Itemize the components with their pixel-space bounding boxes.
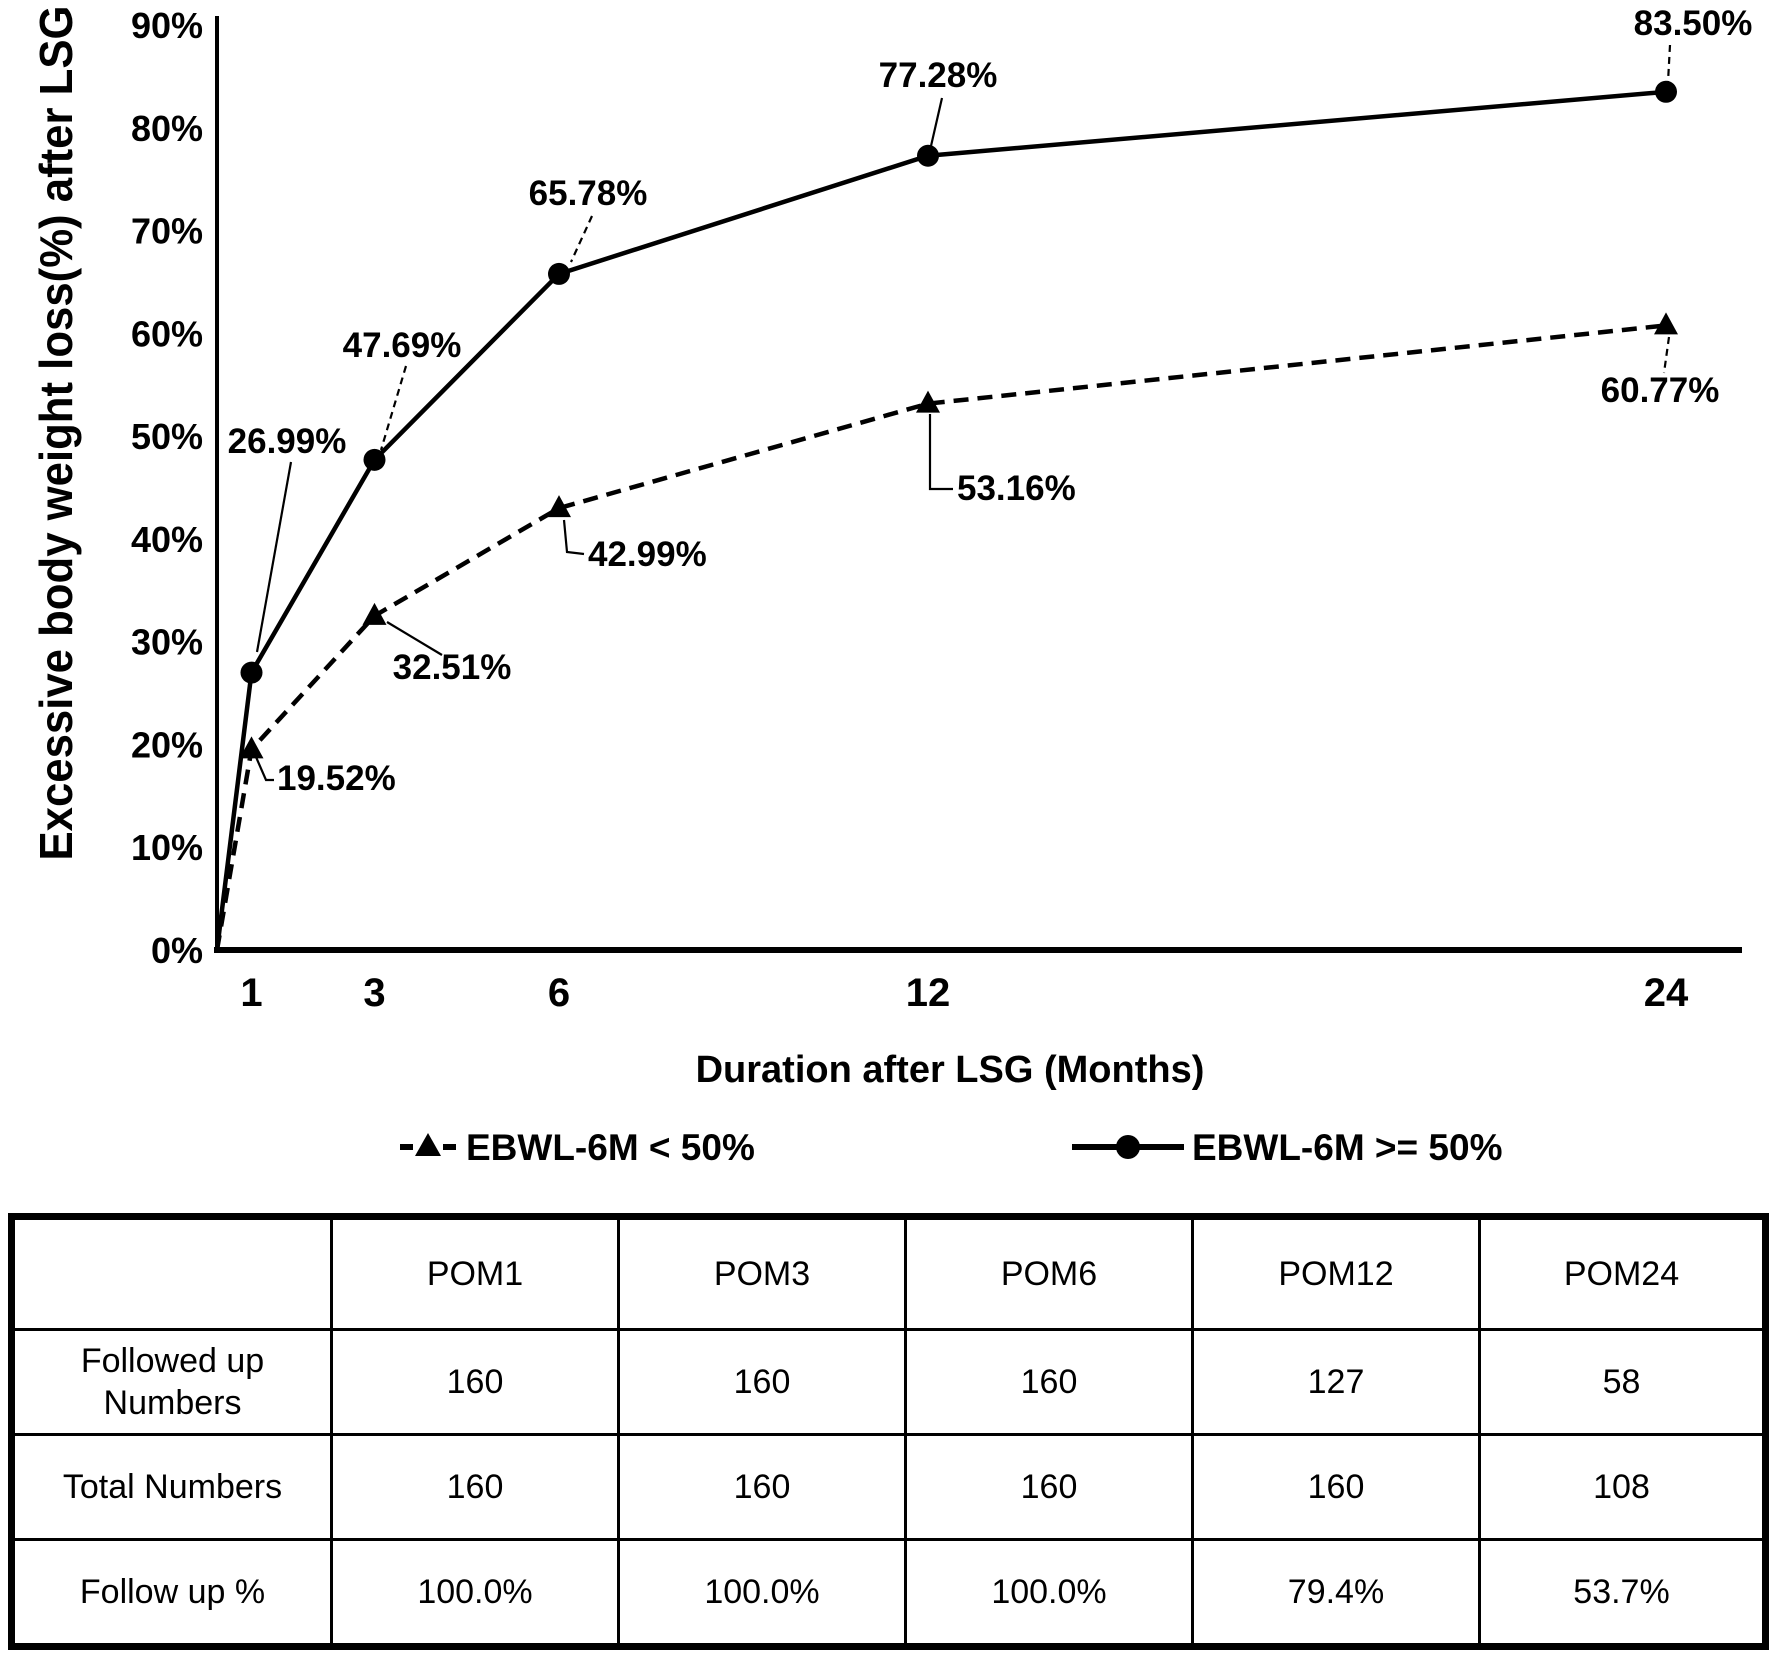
leader-line — [1666, 44, 1672, 83]
data-point-label: 77.28% — [879, 56, 998, 95]
table-cell: 100.0% — [904, 1538, 1194, 1648]
triangle-marker-icon — [362, 602, 387, 625]
table-header-cell: POM3 — [617, 1215, 907, 1331]
y-tick-label: 90% — [131, 5, 203, 46]
table-cell: 160 — [330, 1433, 620, 1541]
table-row: Total Numbers 160 160 160 160 108 — [10, 1433, 1767, 1541]
table-cell: 53.7% — [1478, 1538, 1767, 1648]
table-row-label: Follow up % — [10, 1538, 333, 1648]
data-point-label: 47.69% — [343, 326, 462, 365]
data-point-labels: 19.52% 32.51% 42.99% 53.16% 60.77% 26.99% 47.6… — [228, 4, 1753, 798]
data-point-label: 60.77% — [1601, 371, 1720, 410]
table-cell: 160 — [617, 1328, 907, 1436]
table-row: Follow up % 100.0% 100.0% 100.0% 79.4% 5… — [10, 1538, 1767, 1648]
series-ebwl-ge50-line — [214, 89, 1667, 951]
triangle-marker-icon — [1654, 312, 1678, 335]
data-point-label: 32.51% — [393, 648, 512, 687]
circle-marker-icon — [548, 262, 570, 285]
followup-table: POM1 POM3 POM6 POM12 POM24 Followed up N… — [8, 1213, 1769, 1650]
ebwl-line-chart: 0% 10% 20% 30% 40% 50% 60% 70% 80% 90% 1 3 6 12 24 19… — [30, 4, 1753, 1168]
leader-line — [379, 365, 408, 451]
y-tick-label: 50% — [131, 416, 203, 457]
data-point-label: 26.99% — [228, 422, 347, 461]
series-lines — [214, 80, 1678, 951]
table-cell: 100.0% — [617, 1538, 907, 1648]
table-row-label: Total Numbers — [10, 1433, 333, 1541]
table-header-cell — [10, 1215, 333, 1331]
y-tick-label: 20% — [131, 724, 203, 765]
leader-line — [562, 519, 585, 556]
y-tick-label: 70% — [131, 211, 203, 252]
y-tick-label: 30% — [131, 622, 203, 663]
x-tick-label: 24 — [1644, 971, 1689, 1015]
table-cell: 160 — [330, 1328, 620, 1436]
leader-line — [254, 756, 274, 782]
triangle-marker-icon — [547, 495, 571, 518]
leader-line — [1662, 336, 1671, 374]
table-cell: 58 — [1478, 1328, 1767, 1436]
data-point-label: 19.52% — [277, 759, 396, 798]
y-tick-label: 60% — [131, 313, 203, 354]
table-row-label: Followed up Numbers — [10, 1328, 333, 1436]
leader-line — [255, 461, 293, 653]
legend-item-ge50: EBWL-6M >= 50% — [1072, 1127, 1502, 1168]
circle-marker-icon — [1116, 1135, 1140, 1159]
legend-item-lt50: EBWL-6M < 50% — [400, 1127, 755, 1168]
leader-line — [929, 97, 944, 147]
table-header-cell: POM12 — [1191, 1215, 1481, 1331]
x-tick-label: 12 — [906, 971, 951, 1015]
triangle-marker-icon — [916, 390, 940, 413]
triangle-marker-icon — [415, 1133, 441, 1156]
legend-label-ge50: EBWL-6M >= 50% — [1192, 1127, 1502, 1168]
y-tick-label: 80% — [131, 108, 203, 149]
leader-line — [386, 621, 443, 656]
x-tick-label: 1 — [240, 971, 262, 1015]
table-header-cell: POM6 — [904, 1215, 1194, 1331]
y-tick-label: 0% — [151, 930, 203, 971]
table-cell: 160 — [904, 1433, 1194, 1541]
data-point-label: 53.16% — [957, 469, 1076, 508]
x-axis-title: Duration after LSG (Months) — [696, 1049, 1205, 1091]
table-header-row: POM1 POM3 POM6 POM12 POM24 — [10, 1215, 1767, 1331]
circle-marker-icon — [1655, 80, 1677, 103]
x-tick-label: 3 — [363, 971, 385, 1015]
table-cell: 79.4% — [1191, 1538, 1481, 1648]
circle-marker-icon — [917, 144, 939, 167]
triangle-marker-icon — [239, 736, 264, 759]
table-cell: 100.0% — [330, 1538, 620, 1648]
x-axis-tick-labels: 1 3 6 12 24 — [240, 971, 1689, 1015]
table-header-cell: POM24 — [1478, 1215, 1767, 1331]
data-point-label: 42.99% — [588, 535, 707, 574]
y-axis-title: Excessive body weight loss(%) after LSG — [30, 6, 82, 861]
table-row: Followed up Numbers 160 160 160 127 58 — [10, 1328, 1767, 1436]
leader-line — [569, 215, 594, 263]
data-point-label: 65.78% — [529, 174, 648, 213]
series-ebwl-lt50-line — [214, 323, 1667, 951]
y-axis-tick-labels: 0% 10% 20% 30% 40% 50% 60% 70% 80% 90% — [131, 5, 203, 971]
y-tick-label: 10% — [131, 827, 203, 868]
table-cell: 160 — [617, 1433, 907, 1541]
table-header-cell: POM1 — [330, 1215, 620, 1331]
legend: EBWL-6M < 50% EBWL-6M >= 50% — [400, 1127, 1502, 1168]
leader-line — [928, 414, 953, 491]
table-cell: 160 — [1191, 1433, 1481, 1541]
data-point-label: 83.50% — [1634, 4, 1753, 43]
legend-label-lt50: EBWL-6M < 50% — [466, 1127, 755, 1168]
y-tick-label: 40% — [131, 519, 203, 560]
x-tick-label: 6 — [548, 971, 570, 1015]
table-cell: 160 — [904, 1328, 1194, 1436]
circle-marker-icon — [363, 448, 386, 471]
table-cell: 127 — [1191, 1328, 1481, 1436]
circle-marker-icon — [240, 661, 263, 684]
table-cell: 108 — [1478, 1433, 1767, 1541]
